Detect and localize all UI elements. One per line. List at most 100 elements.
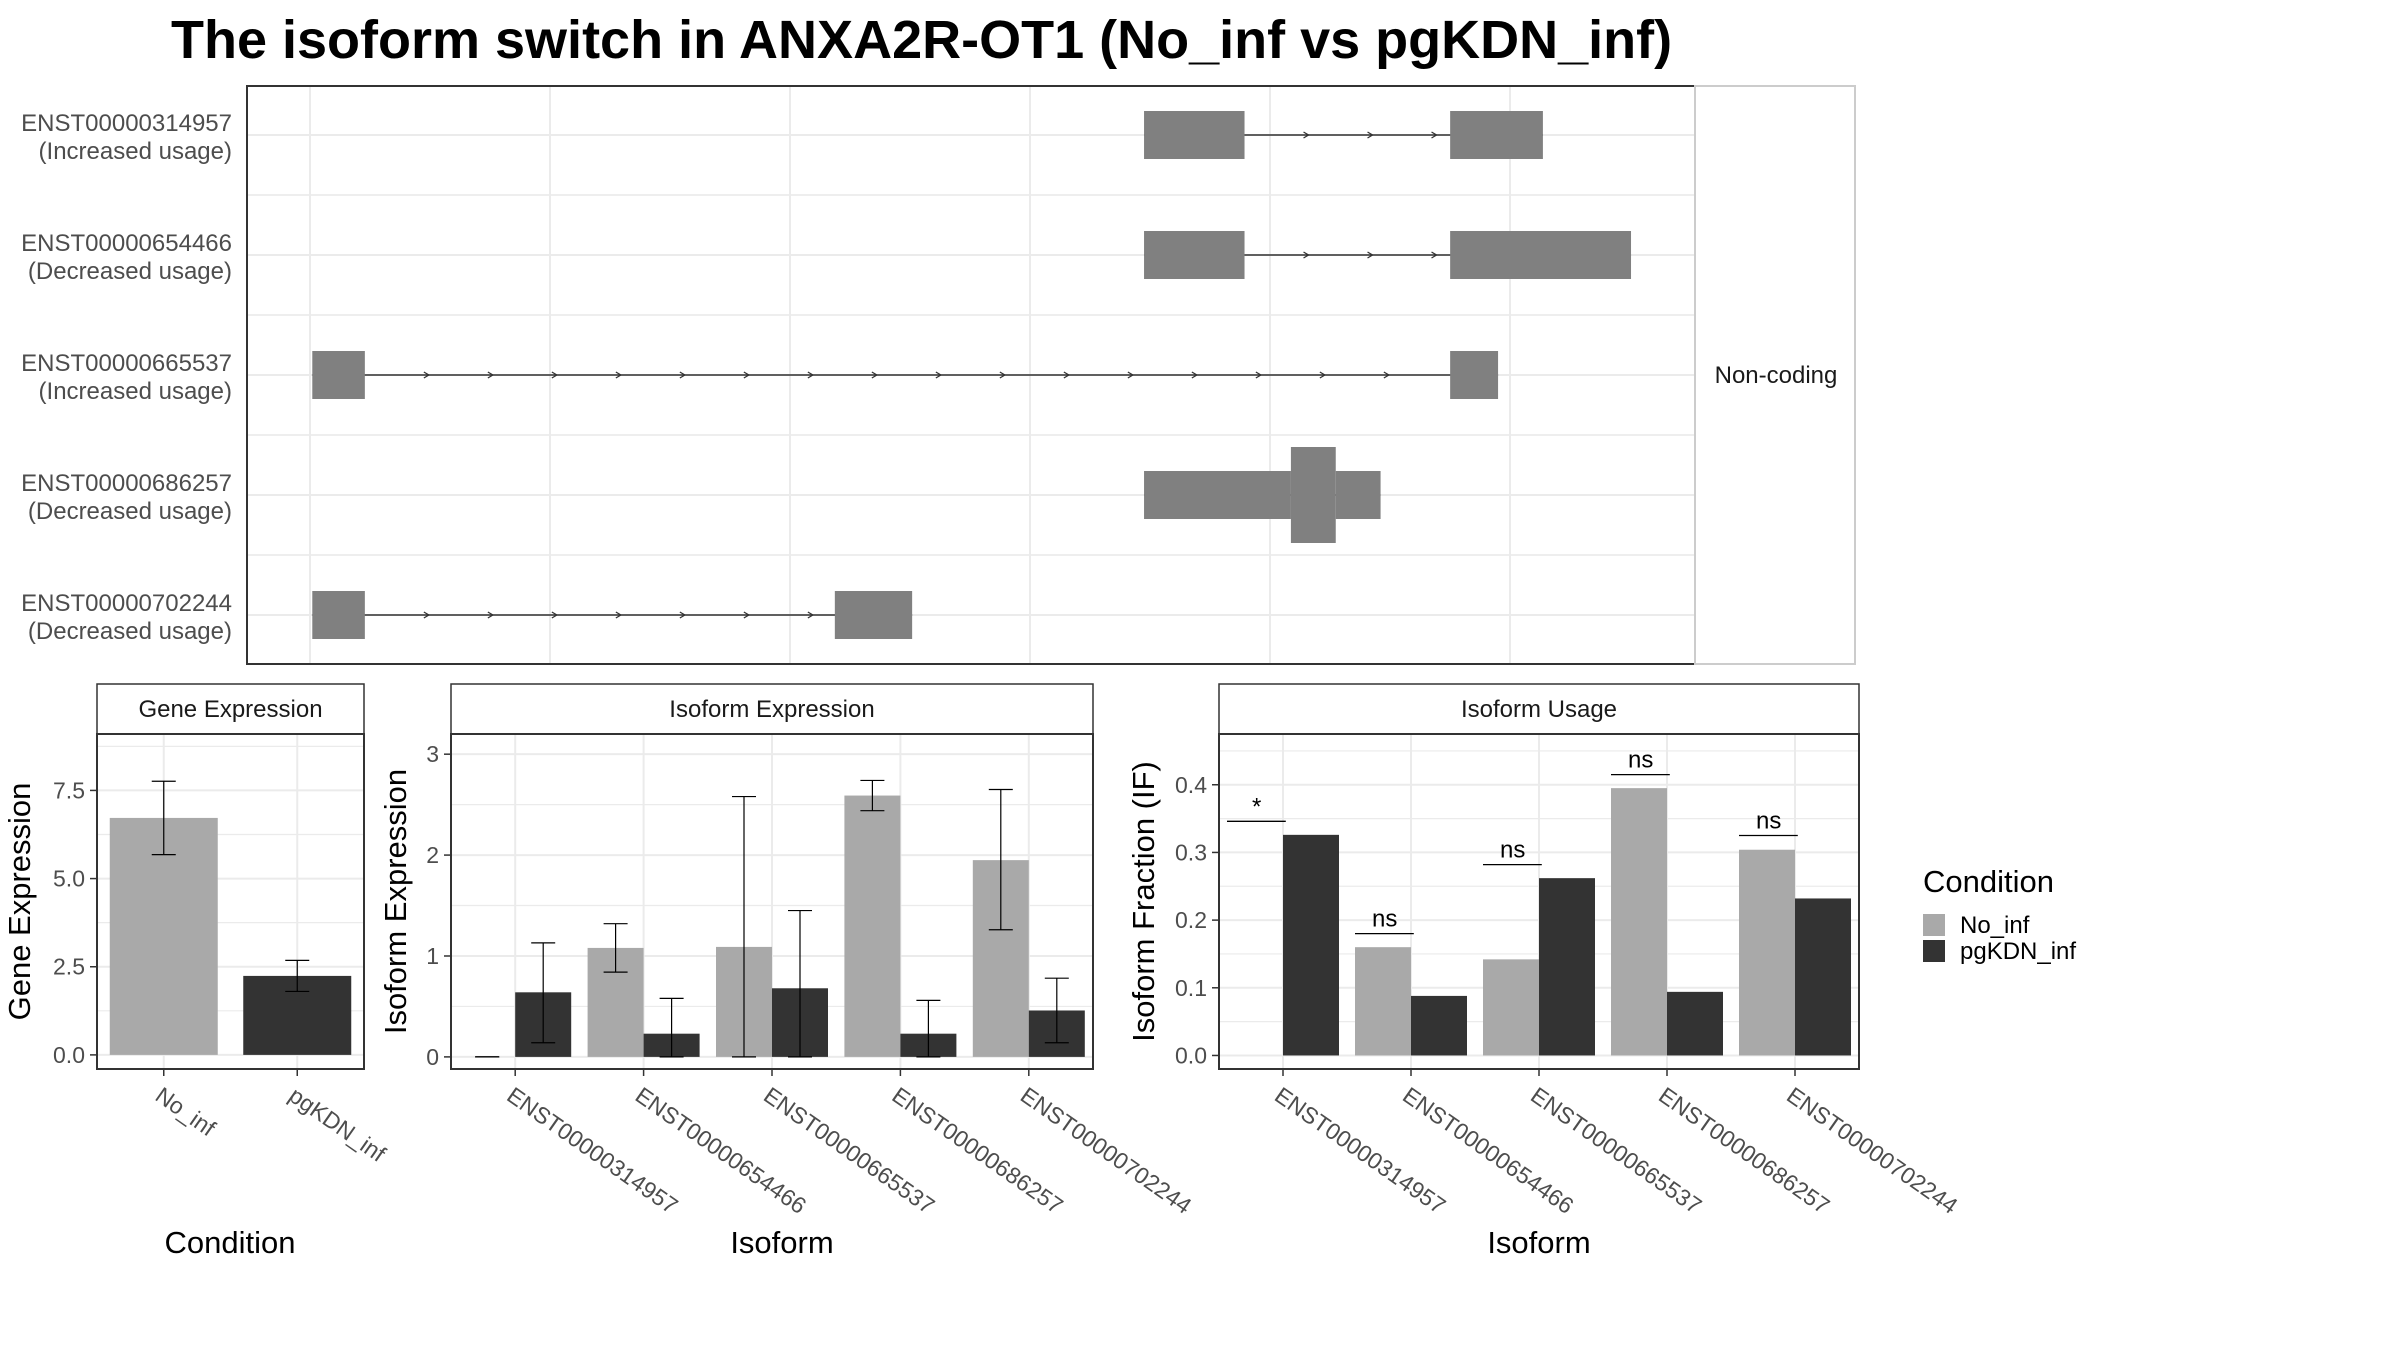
panel-strip: [450, 683, 1094, 735]
transcript-usage-label: (Decreased usage): [28, 258, 232, 285]
intron-arrow-icon: [1431, 251, 1438, 259]
isoform-expression-panel: Isoform Expression0123ENST00000314957ENS…: [378, 683, 1197, 1260]
bar-pgKDN_inf-ENST00000702244: [1795, 898, 1851, 1056]
error-bar: [732, 795, 756, 1058]
panel-border: [1218, 733, 1860, 1070]
error-bar: [603, 923, 628, 973]
transcript-ENST00000702244: [312, 591, 913, 639]
intron-arrow-icon: [999, 371, 1007, 379]
intron-arrow-icon: [743, 611, 751, 619]
intron-arrow-icon: [1383, 371, 1391, 379]
intron-arrow-icon: [551, 371, 559, 379]
intron-arrow-icon: [1191, 371, 1199, 379]
y-tick-label: 1: [426, 943, 439, 969]
panel-border: [96, 733, 365, 1070]
x-tick-label: pgKDN_inf: [284, 1082, 391, 1167]
bar-No_inf-No_inf: [109, 817, 218, 1055]
error-bar: [285, 959, 310, 993]
intron-arrow-icon: [487, 371, 495, 379]
x-tick-label: No_inf: [151, 1082, 221, 1142]
bar-No_inf-ENST00000665537: [1483, 959, 1539, 1056]
y-tick-label: 2.5: [53, 954, 85, 980]
y-tick-label: 0.2: [1175, 907, 1207, 933]
significance-label: ns: [1628, 747, 1653, 774]
intron-arrow-icon: [1303, 251, 1310, 259]
transcript-id-label: ENST00000686257: [21, 470, 232, 497]
error-bar: [916, 999, 941, 1058]
intron-arrow-icon: [1255, 371, 1263, 379]
panel-strip: [1218, 683, 1860, 735]
y-tick-label: 0.0: [53, 1042, 85, 1068]
bar-pgKDN_inf-ENST00000654466: [1411, 995, 1467, 1056]
y-tick-label: 0.3: [1175, 839, 1207, 865]
legend-swatch-no-inf: [1923, 914, 1945, 936]
y-axis-title: Gene Expression: [2, 783, 37, 1021]
panel-strip: [96, 683, 365, 735]
exon-1: [1144, 111, 1245, 159]
figure-title: The isoform switch in ANXA2R-OT1 (No_inf…: [171, 10, 1672, 70]
exon-2: [1450, 231, 1632, 279]
transcript-ENST00000686257: [1144, 447, 1381, 543]
bar-pgKDN_inf-ENST00000314957: [1283, 834, 1339, 1056]
significance-label: ns: [1756, 808, 1781, 835]
bar-No_inf-ENST00000686257: [1611, 788, 1667, 1056]
error-bar: [659, 997, 684, 1058]
intron-arrow-icon: [871, 371, 879, 379]
isoform-usage-panel: Isoform Usage0.00.10.20.30.4*nsnsnsnsENS…: [1126, 683, 1963, 1260]
exon-2: [834, 591, 913, 639]
transcript-id-label: ENST00000702244: [21, 590, 232, 617]
y-tick-label: 0.0: [1175, 1042, 1207, 1068]
intron-arrow-icon: [679, 611, 687, 619]
legend-swatch-pgkdn-inf: [1923, 940, 1945, 962]
y-tick-label: 7.5: [53, 777, 85, 803]
intron-arrow-icon: [1127, 371, 1135, 379]
intron-arrow-icon: [743, 371, 751, 379]
intron-arrow-icon: [1431, 131, 1438, 139]
significance-label: *: [1252, 793, 1261, 820]
transcript-usage-label: (Increased usage): [39, 138, 232, 165]
legend-title: Condition: [1923, 864, 2054, 899]
transcript-usage-label: (Decreased usage): [28, 618, 232, 645]
intron-arrow-icon: [679, 371, 687, 379]
legend-label-pgkdn-inf: pgKDN_inf: [1960, 938, 2076, 965]
bar-pgKDN_inf-ENST00000686257: [1667, 991, 1723, 1056]
intron-arrow-icon: [807, 611, 815, 619]
intron-arrow-icon: [807, 371, 815, 379]
transcript-id-label: ENST00000314957: [21, 110, 232, 137]
y-tick-label: 0.1: [1175, 975, 1207, 1001]
exon-3: [1335, 471, 1381, 519]
panel-border: [450, 733, 1094, 1070]
significance-label: ns: [1372, 906, 1397, 933]
y-tick-label: 5.0: [53, 866, 85, 892]
y-axis-title: Isoform Expression: [378, 769, 413, 1034]
exon-1: [312, 351, 365, 399]
y-axis-title: Isoform Fraction (IF): [1126, 761, 1161, 1042]
panel-title: Isoform Expression: [669, 696, 874, 723]
exon-1: [312, 591, 365, 639]
y-tick-label: 0.4: [1175, 772, 1207, 798]
gene-expression-panel: Gene Expression 0.0 2.5 5.0 7.5 No_inf pgKDN_i…: [2, 683, 391, 1260]
transcript-ENST00000654466: [1144, 231, 1632, 279]
exon-2: [1450, 351, 1499, 399]
isoform-structure-panel: ENST00000314957(Increased usage) ENST0000…: [21, 85, 1856, 665]
x-axis-title: Condition: [165, 1225, 296, 1260]
intron-arrow-icon: [935, 371, 943, 379]
transcript-usage-label: (Decreased usage): [28, 498, 232, 525]
x-axis-title: Isoform: [730, 1225, 833, 1260]
exon-2: [1450, 111, 1543, 159]
intron-arrow-icon: [615, 371, 623, 379]
error-bar: [151, 780, 176, 856]
error-bar: [860, 779, 885, 812]
bar-No_inf-ENST00000654466: [1355, 947, 1411, 1056]
bar-No_inf-ENST00000702244: [1739, 849, 1795, 1056]
error-bar: [988, 788, 1013, 931]
intron-arrow-icon: [1367, 251, 1374, 259]
transcript-ENST00000314957: [1144, 111, 1543, 159]
y-tick-label: 3: [426, 741, 439, 767]
intron-arrow-icon: [423, 371, 431, 379]
structure-strip-label: Non-coding: [1715, 362, 1838, 389]
exon-1: [1144, 471, 1291, 519]
bar-pgKDN_inf-ENST00000665537: [1539, 878, 1595, 1056]
intron-arrow-icon: [1319, 371, 1327, 379]
